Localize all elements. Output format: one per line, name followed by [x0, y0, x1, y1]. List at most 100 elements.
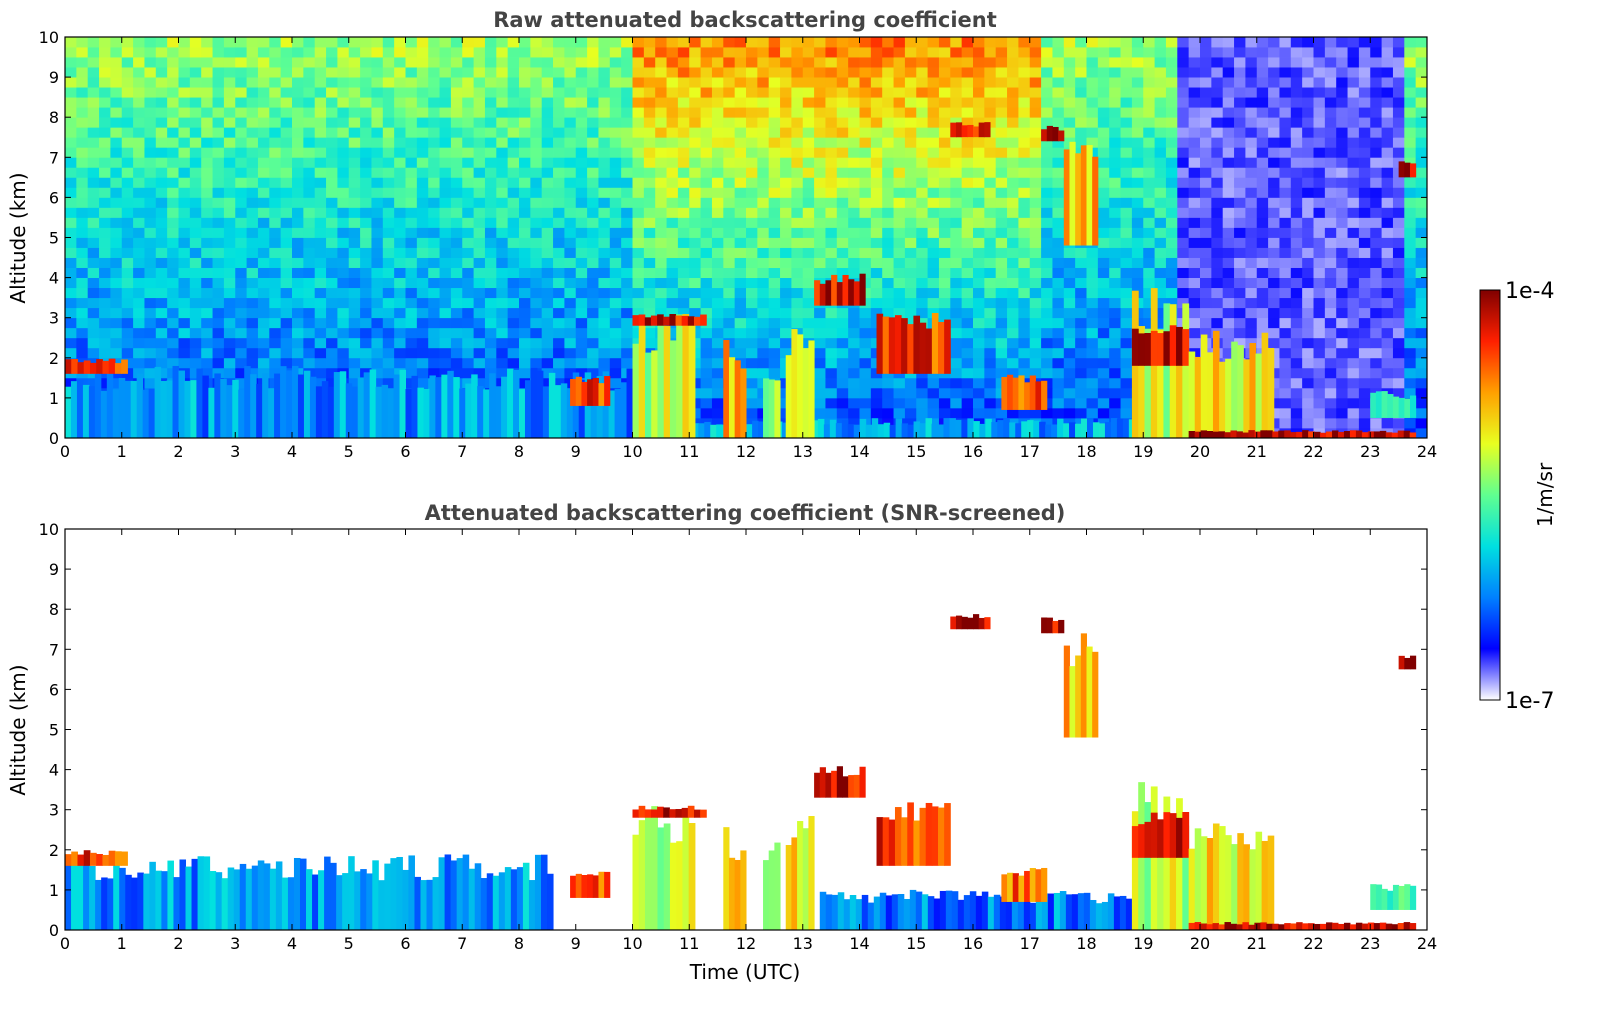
heatmap-cell — [269, 97, 282, 108]
heatmap-cell — [439, 37, 452, 48]
heatmap-cell — [246, 167, 259, 178]
heatmap-cell — [1245, 107, 1258, 118]
heatmap-cell — [882, 297, 894, 309]
heatmap-cell — [223, 317, 236, 329]
heatmap-cell — [950, 347, 963, 359]
heatmap-cell — [1063, 267, 1076, 278]
heatmap-cell — [1120, 47, 1133, 58]
heatmap-cell — [473, 197, 486, 208]
heatmap-cell — [1256, 57, 1269, 68]
heatmap-cell — [348, 77, 361, 88]
heatmap-cell — [746, 387, 758, 399]
heatmap-cell — [1177, 47, 1190, 58]
heatmap-cell — [133, 367, 145, 379]
heatmap-cell — [1392, 387, 1405, 399]
heatmap-cell — [1075, 277, 1087, 289]
heatmap-cell — [1392, 187, 1405, 198]
heatmap-cell — [553, 127, 565, 138]
heatmap-cell — [1211, 197, 1224, 208]
heatmap-cell — [484, 267, 497, 278]
heatmap-cell — [1222, 127, 1235, 138]
heatmap-cell — [746, 257, 758, 268]
heatmap-cell — [1370, 357, 1382, 369]
heatmap-cell — [1290, 187, 1303, 198]
heatmap-cell — [382, 297, 395, 309]
heatmap-cell — [1290, 127, 1303, 138]
heatmap-cell — [825, 257, 838, 268]
heatmap-cell — [167, 207, 179, 218]
heatmap-cell — [814, 387, 826, 399]
heatmap-cell — [428, 67, 440, 78]
heatmap-cell — [348, 327, 361, 339]
heatmap-cell — [155, 277, 168, 289]
heatmap-cell — [337, 157, 350, 168]
heatmap-cell — [1052, 257, 1065, 268]
heatmap-cell — [133, 217, 145, 228]
heatmap-cell — [1120, 277, 1133, 289]
heatmap-cell — [1177, 197, 1190, 208]
heatmap-cell — [1143, 307, 1155, 319]
heatmap-cell — [257, 337, 270, 349]
heatmap-cell — [927, 87, 940, 98]
heatmap-cell — [643, 237, 656, 248]
heatmap-cell — [814, 167, 826, 178]
heatmap-cell — [961, 97, 974, 108]
heatmap-cell — [1268, 87, 1280, 98]
heatmap-cell — [882, 227, 894, 238]
heatmap-strip — [333, 372, 341, 438]
heatmap-cell — [257, 97, 270, 108]
heatmap-cell — [314, 317, 327, 329]
heatmap-cell — [1381, 357, 1394, 369]
heatmap-cell — [269, 107, 282, 118]
heatmap-cell — [655, 277, 667, 289]
heatmap-cell — [269, 67, 282, 78]
heatmap-cell — [1279, 297, 1292, 309]
heatmap-strip — [524, 380, 532, 438]
heatmap-cell — [802, 67, 815, 78]
heatmap-cell — [1052, 117, 1065, 128]
heatmap-cell — [1245, 257, 1258, 268]
heatmap-strip — [811, 420, 819, 438]
heatmap-strip — [1063, 423, 1070, 438]
heatmap-cell — [507, 37, 520, 48]
heatmap-cell — [212, 47, 225, 58]
heatmap-cell — [1007, 237, 1019, 248]
heatmap-cell — [575, 147, 588, 158]
heatmap-cell — [1268, 317, 1280, 329]
heatmap-cell — [1392, 77, 1405, 88]
heatmap-cell — [65, 147, 77, 158]
heatmap-cell — [1177, 37, 1190, 48]
heatmap-cell — [1404, 147, 1417, 158]
heatmap-cell — [223, 167, 236, 178]
heatmap-cell — [1052, 47, 1065, 58]
heatmap-cell — [848, 217, 860, 228]
heatmap-cell — [723, 147, 736, 158]
heatmap-cell — [655, 177, 667, 188]
heatmap-cell — [1143, 237, 1155, 248]
heatmap-cell — [1018, 347, 1031, 359]
heatmap-cell — [416, 377, 429, 389]
heatmap-cell — [1120, 377, 1133, 389]
heatmap-cell — [292, 247, 304, 258]
heatmap-cell — [734, 277, 747, 289]
heatmap-cell — [893, 177, 906, 188]
heatmap-cell — [1234, 177, 1246, 188]
heatmap-strip — [943, 418, 950, 438]
heatmap-cell — [677, 47, 690, 58]
heatmap-cell — [462, 257, 474, 268]
heatmap-cell — [1313, 157, 1326, 168]
heatmap-cell — [382, 357, 395, 369]
heatmap-cell — [87, 137, 100, 148]
heatmap-cell — [292, 327, 304, 339]
heatmap-cell — [1143, 287, 1155, 299]
heatmap-cell — [1041, 227, 1053, 238]
heatmap-strip — [596, 376, 604, 438]
heatmap-cell — [155, 47, 168, 58]
heatmap-cell — [1336, 57, 1348, 68]
heatmap-cell — [269, 77, 282, 88]
heatmap-cell — [836, 147, 849, 158]
heatmap-cell — [961, 177, 974, 188]
heatmap-cell — [950, 327, 963, 339]
heatmap-cell — [473, 277, 486, 289]
heatmap-cell — [632, 37, 645, 48]
